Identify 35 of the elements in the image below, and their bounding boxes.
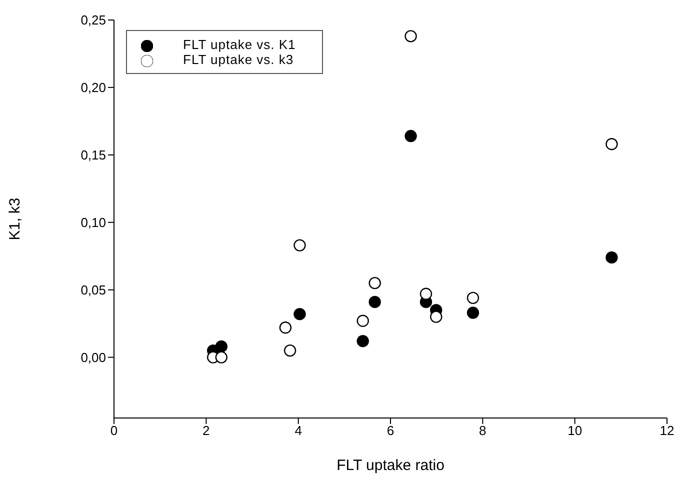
x-axis-title: FLT uptake ratio xyxy=(336,457,444,474)
x-tick-label: 12 xyxy=(660,423,674,438)
point xyxy=(368,296,381,308)
point xyxy=(404,30,417,42)
x-tick-label: 10 xyxy=(568,423,582,438)
point xyxy=(420,288,432,300)
point xyxy=(606,138,618,150)
point xyxy=(294,308,306,320)
y-tick-label: 0,00 xyxy=(80,350,106,365)
point xyxy=(430,310,442,323)
point xyxy=(294,239,306,252)
y-tick-label: 0,20 xyxy=(80,80,106,96)
x-tick-label: 6 xyxy=(386,423,394,438)
point xyxy=(368,276,381,290)
point xyxy=(279,322,292,334)
point xyxy=(356,335,369,348)
point xyxy=(466,306,480,319)
point xyxy=(606,251,618,264)
point xyxy=(356,314,369,327)
y-tick-label: 0,25 xyxy=(80,12,106,28)
point xyxy=(404,130,417,142)
legend-label: FLT uptake vs. k3 xyxy=(183,52,294,67)
y-tick-label: 0,05 xyxy=(80,282,106,298)
point xyxy=(215,340,228,353)
x-tick-label: 8 xyxy=(479,423,486,438)
y-axis-title: K1, k3 xyxy=(6,198,24,240)
y-tick-label: 0,10 xyxy=(80,214,106,230)
point xyxy=(466,292,480,304)
point xyxy=(215,351,228,364)
x-tick-label: 2 xyxy=(202,423,210,438)
x-tick-label: 4 xyxy=(294,423,302,438)
point xyxy=(284,344,296,357)
x-tick-label: 0 xyxy=(110,423,118,438)
y-tick-label: 0,15 xyxy=(80,148,106,163)
legend-label: FLT uptake vs. K1 xyxy=(183,37,296,52)
